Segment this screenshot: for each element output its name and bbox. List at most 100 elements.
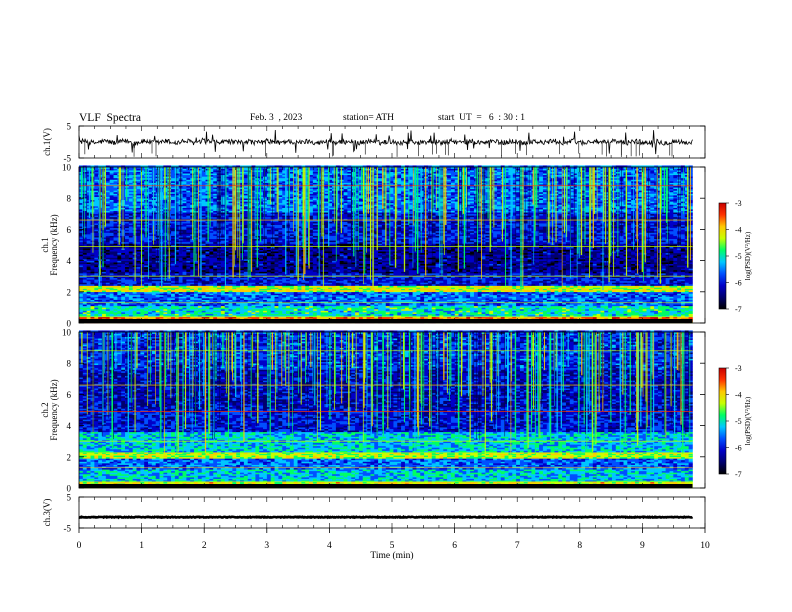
- spectrogram-cell: [289, 315, 295, 318]
- spectrogram-cell: [197, 316, 202, 319]
- spectrogram-cell: [650, 294, 655, 297]
- spectrogram-cell: [247, 293, 252, 296]
- spectrogram-cell: [194, 307, 199, 310]
- spectrogram-cell: [665, 293, 670, 296]
- spectrogram-cell: [623, 313, 628, 316]
- spectrogram-cell: [79, 302, 84, 305]
- spectrogram-cell: [155, 316, 160, 319]
- spectrogram-cell: [634, 294, 640, 297]
- spectrogram-cell: [289, 312, 295, 314]
- spectrogram-cell: [178, 291, 183, 294]
- spectrogram-cell: [642, 312, 647, 314]
- spectrogram-cell: [347, 299, 352, 302]
- spectrogram-cell: [684, 301, 689, 303]
- spectrogram-cell: [443, 298, 448, 300]
- spectrogram-cell: [339, 299, 344, 302]
- spectrogram-cell: [236, 316, 241, 319]
- spectrogram-cell: [535, 315, 540, 318]
- spectrogram-cell: [516, 316, 521, 319]
- spectrogram-cell: [320, 301, 325, 303]
- spectrogram-cell: [335, 315, 341, 318]
- spectrogram-cell: [274, 299, 279, 302]
- spectrogram-cell: [585, 298, 590, 300]
- spectrogram-cell: [309, 304, 314, 307]
- spectrogram-cell: [642, 302, 647, 305]
- spectrogram-cell: [259, 298, 264, 300]
- spectrogram-cell: [163, 312, 168, 314]
- spectrogram-cell: [588, 305, 594, 308]
- spectrogram-cell: [213, 293, 218, 296]
- spectrogram-cell: [128, 302, 133, 305]
- spectrogram-cell: [677, 307, 682, 310]
- spectrogram-cell: [454, 304, 459, 307]
- spectrogram-cell: [401, 310, 406, 313]
- spectrogram-cell: [458, 291, 463, 294]
- spectrogram-cell: [328, 312, 333, 314]
- spectrogram-cell: [458, 293, 463, 296]
- spectrogram-cell: [634, 304, 640, 307]
- spectrogram-cell: [447, 298, 452, 300]
- spectrogram-cell: [408, 308, 413, 311]
- spectrogram-cell: [286, 307, 291, 310]
- spectrogram-cell: [236, 313, 241, 316]
- spectrogram-cell: [680, 307, 686, 310]
- spectrogram-cell: [328, 301, 333, 303]
- spectrogram-cell: [466, 308, 471, 311]
- spectrogram-cell: [585, 313, 590, 316]
- spectrogram-cell: [435, 291, 440, 294]
- spectrogram-cell: [247, 302, 252, 305]
- spectrogram-cell: [623, 296, 628, 299]
- spectrogram-cell: [623, 305, 628, 308]
- spectrogram-cell: [94, 310, 99, 313]
- spectrogram-cell: [565, 308, 571, 311]
- spectrogram-cell: [86, 305, 91, 308]
- spectrogram-cell: [117, 294, 122, 297]
- spectrogram-cell: [504, 305, 509, 308]
- spectrogram-cell: [454, 308, 459, 311]
- spectrogram-cell: [542, 296, 548, 299]
- spectrogram-cell: [178, 296, 183, 299]
- spectrogram-cell: [155, 313, 160, 316]
- spectrogram-cell: [577, 312, 582, 314]
- spectrogram-cell: [565, 315, 571, 318]
- spectrogram-cell: [439, 313, 444, 316]
- spectrogram-cell: [305, 302, 310, 305]
- spectrogram-cell: [278, 305, 283, 308]
- spectrogram-cell: [324, 307, 329, 310]
- spectrogram-cell: [531, 305, 536, 308]
- spectrogram-cell: [397, 299, 402, 302]
- spectrogram-cell: [217, 313, 222, 316]
- spectrogram-cell: [650, 305, 655, 308]
- spectrogram-cell: [435, 316, 440, 319]
- spectrogram-cell: [220, 290, 225, 293]
- spectrogram-cell: [366, 315, 371, 318]
- spectrogram-cell: [657, 298, 663, 300]
- spectrogram-cell: [665, 298, 670, 300]
- spectrogram-cell: [105, 315, 110, 318]
- spectrogram-cell: [301, 301, 306, 303]
- spectrogram-cell: [473, 296, 479, 299]
- spectrogram-cell: [309, 308, 314, 311]
- spectrogram-cell: [224, 290, 229, 293]
- spectrogram-cell: [608, 316, 613, 319]
- spectrogram-cell: [508, 291, 513, 294]
- spectrogram-cell: [90, 313, 95, 316]
- spectrogram-cell: [447, 308, 452, 311]
- spectrogram-cell: [381, 293, 387, 296]
- spectrogram-cell: [159, 299, 164, 302]
- spectrogram-cell: [286, 298, 291, 300]
- spectrogram-cell: [328, 296, 333, 299]
- spectrogram-cell: [485, 293, 490, 296]
- spectrogram-cell: [393, 307, 398, 310]
- spectrogram-cell: [569, 316, 574, 319]
- spectrogram-cell: [608, 290, 613, 293]
- spectrogram-cell: [558, 299, 563, 302]
- spectrogram-cell: [366, 301, 371, 303]
- spectrogram-cell: [121, 301, 126, 303]
- spectrogram-cell: [355, 315, 360, 318]
- spectrogram-cell: [600, 302, 605, 305]
- spectrogram-cell: [140, 310, 145, 313]
- spectrogram-cell: [259, 293, 264, 296]
- spectrogram-cell: [316, 291, 321, 294]
- spectrogram-cell: [113, 293, 118, 296]
